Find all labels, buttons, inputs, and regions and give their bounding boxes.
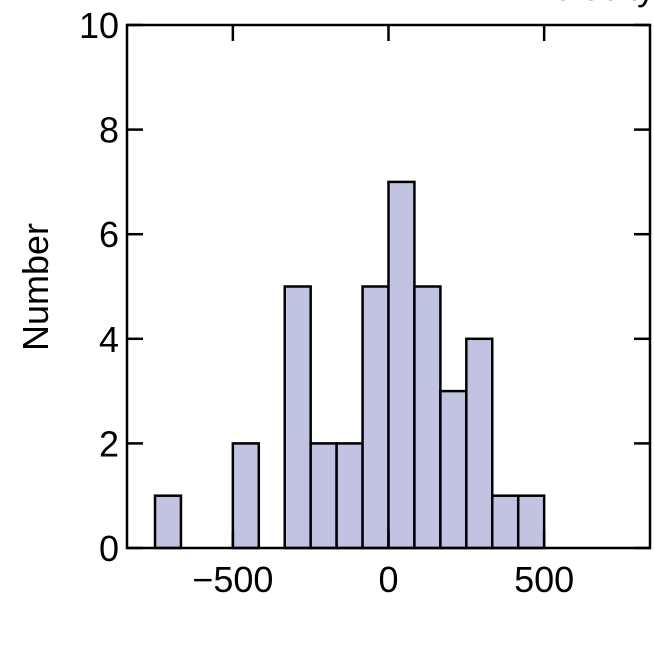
bar	[309, 442, 338, 550]
y-tick-label: 4	[99, 319, 119, 360]
y-tick-label: 10	[79, 5, 119, 46]
bar	[283, 285, 312, 550]
bar	[231, 442, 261, 550]
bar	[413, 285, 442, 550]
bar	[153, 494, 183, 550]
bar	[516, 494, 546, 550]
bar	[439, 389, 468, 550]
bar	[491, 494, 520, 550]
x-tick-label: 0	[378, 559, 398, 600]
x-axis-label: Δ Velocity [km/s]	[499, 0, 654, 8]
bar	[465, 337, 494, 550]
bar	[335, 442, 364, 550]
bar	[387, 180, 416, 550]
y-tick-label: 2	[99, 423, 119, 464]
y-axis-label: Number	[15, 223, 56, 351]
x-tick-label: 500	[514, 559, 574, 600]
y-tick-label: 0	[99, 528, 119, 569]
x-tick-label: −500	[192, 559, 273, 600]
bar	[361, 285, 390, 550]
y-tick-label: 6	[99, 214, 119, 255]
y-tick-label: 8	[99, 110, 119, 151]
